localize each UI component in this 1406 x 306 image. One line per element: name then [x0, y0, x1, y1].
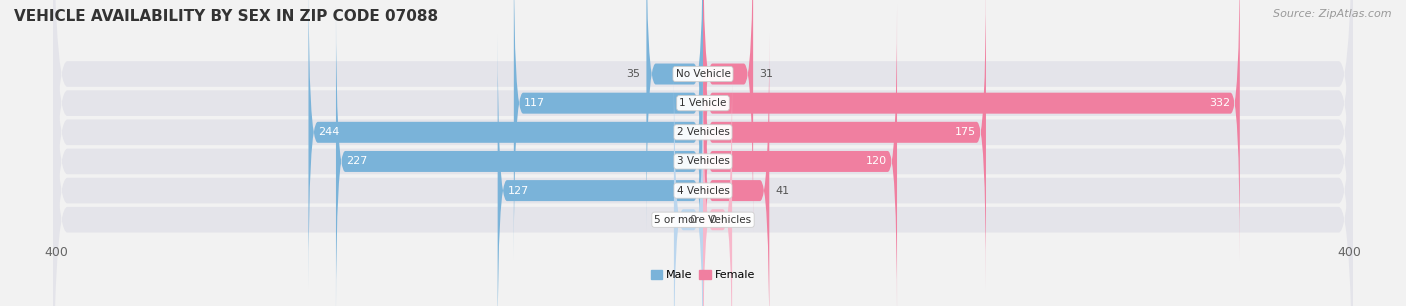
- Text: 4 Vehicles: 4 Vehicles: [676, 186, 730, 196]
- FancyBboxPatch shape: [53, 0, 1353, 306]
- Text: 31: 31: [759, 69, 773, 79]
- FancyBboxPatch shape: [703, 4, 897, 306]
- FancyBboxPatch shape: [336, 4, 703, 306]
- Text: VEHICLE AVAILABILITY BY SEX IN ZIP CODE 07088: VEHICLE AVAILABILITY BY SEX IN ZIP CODE …: [14, 9, 439, 24]
- Text: 35: 35: [626, 69, 640, 79]
- FancyBboxPatch shape: [498, 33, 703, 306]
- FancyBboxPatch shape: [513, 0, 703, 260]
- Text: 117: 117: [523, 98, 544, 108]
- Text: 2 Vehicles: 2 Vehicles: [676, 127, 730, 137]
- FancyBboxPatch shape: [53, 0, 1353, 306]
- FancyBboxPatch shape: [53, 0, 1353, 306]
- FancyBboxPatch shape: [703, 33, 769, 306]
- Text: 41: 41: [776, 186, 790, 196]
- Legend: Male, Female: Male, Female: [647, 265, 759, 285]
- FancyBboxPatch shape: [53, 0, 1353, 306]
- Text: 1 Vehicle: 1 Vehicle: [679, 98, 727, 108]
- FancyBboxPatch shape: [673, 62, 703, 306]
- Text: 5 or more Vehicles: 5 or more Vehicles: [654, 215, 752, 225]
- FancyBboxPatch shape: [703, 0, 986, 290]
- Text: No Vehicle: No Vehicle: [675, 69, 731, 79]
- Text: 3 Vehicles: 3 Vehicles: [676, 156, 730, 166]
- Text: 227: 227: [346, 156, 367, 166]
- FancyBboxPatch shape: [53, 0, 1353, 306]
- Text: 0: 0: [689, 215, 696, 225]
- FancyBboxPatch shape: [703, 62, 733, 306]
- Text: 175: 175: [955, 127, 976, 137]
- Text: 120: 120: [866, 156, 887, 166]
- FancyBboxPatch shape: [647, 0, 703, 231]
- FancyBboxPatch shape: [308, 0, 703, 290]
- Text: 0: 0: [710, 215, 717, 225]
- FancyBboxPatch shape: [703, 0, 754, 231]
- Text: Source: ZipAtlas.com: Source: ZipAtlas.com: [1274, 9, 1392, 19]
- Text: 332: 332: [1209, 98, 1230, 108]
- FancyBboxPatch shape: [703, 0, 1240, 260]
- FancyBboxPatch shape: [53, 0, 1353, 306]
- Text: 127: 127: [508, 186, 529, 196]
- Text: 244: 244: [318, 127, 340, 137]
